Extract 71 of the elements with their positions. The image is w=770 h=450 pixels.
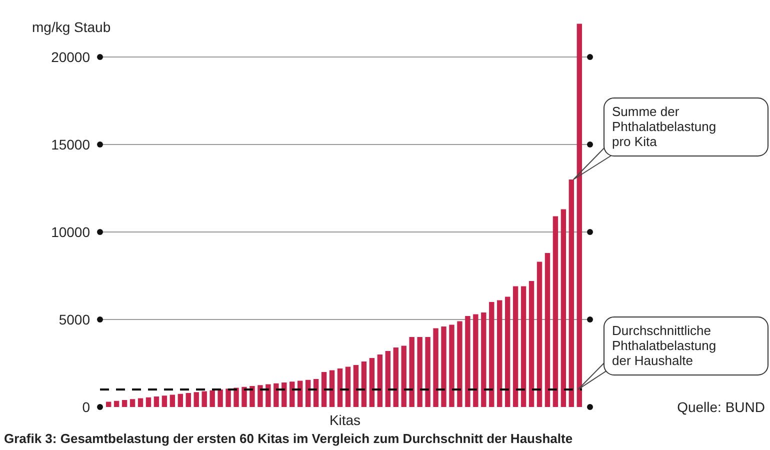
bar	[210, 390, 215, 407]
bar	[202, 391, 207, 407]
bar	[441, 326, 446, 407]
bar	[409, 337, 414, 407]
text: Summe der Phthalatbelastung pro Kita	[612, 104, 716, 149]
bar	[425, 337, 430, 407]
bar	[242, 386, 247, 407]
bar	[130, 399, 136, 407]
bar	[369, 358, 375, 407]
bar	[290, 382, 295, 407]
bar	[504, 296, 510, 407]
bar	[520, 286, 526, 407]
bar	[186, 393, 191, 407]
bar	[162, 396, 168, 407]
ref-line-label: Durchschnittliche Phthalatbelastung der Haushalte	[612, 323, 716, 368]
bar	[154, 396, 160, 407]
bar	[401, 346, 406, 407]
y-tick-label: 5000	[58, 312, 90, 328]
bar	[417, 337, 422, 407]
bar	[178, 394, 184, 407]
bar	[473, 314, 478, 407]
y-tick-label: 0	[82, 399, 90, 415]
bar	[170, 394, 176, 407]
bar	[329, 370, 335, 407]
bar	[576, 24, 582, 407]
bar	[481, 312, 486, 407]
bar	[489, 302, 494, 407]
bar	[361, 362, 367, 407]
bar	[234, 388, 239, 407]
bar	[250, 386, 255, 407]
bar	[377, 354, 383, 407]
bar	[568, 180, 574, 407]
y-tick-label: 15000	[51, 136, 90, 152]
bar	[321, 372, 327, 407]
bar	[305, 380, 311, 407]
bar	[266, 384, 271, 407]
bar	[106, 402, 112, 407]
bar	[313, 379, 319, 407]
bar	[465, 316, 470, 407]
text: Grafik 3: Gesamtbelastung der ersten 60 Kitas im Vergleich zum Durchschnitt der Haushalte	[4, 431, 573, 446]
bar	[536, 262, 542, 407]
bar	[345, 366, 351, 407]
bar	[274, 383, 279, 407]
bar	[433, 328, 438, 407]
bar	[298, 380, 303, 407]
y-tick-label: 10000	[51, 224, 90, 240]
bar	[146, 397, 152, 407]
bar	[114, 400, 120, 407]
y-tick-label: 20000	[51, 49, 90, 65]
bar	[138, 398, 144, 407]
bar	[122, 400, 128, 407]
source-note: Quelle: BUND	[677, 399, 765, 415]
bar	[218, 390, 223, 407]
bar	[560, 209, 566, 407]
bar	[226, 388, 231, 407]
bar	[385, 351, 390, 407]
bar	[544, 253, 550, 407]
bar	[497, 300, 502, 407]
bar	[457, 321, 462, 407]
bar	[449, 324, 454, 407]
bar	[512, 286, 518, 407]
bar	[258, 385, 263, 407]
bar	[282, 382, 287, 407]
bar	[552, 216, 558, 407]
bar	[353, 365, 359, 407]
bar	[337, 368, 343, 407]
y-axis-title: mg/kg Staub	[32, 19, 111, 35]
bar	[194, 392, 199, 407]
bar	[393, 348, 398, 407]
bar	[528, 281, 534, 407]
x-axis-title: Kitas	[329, 412, 361, 428]
